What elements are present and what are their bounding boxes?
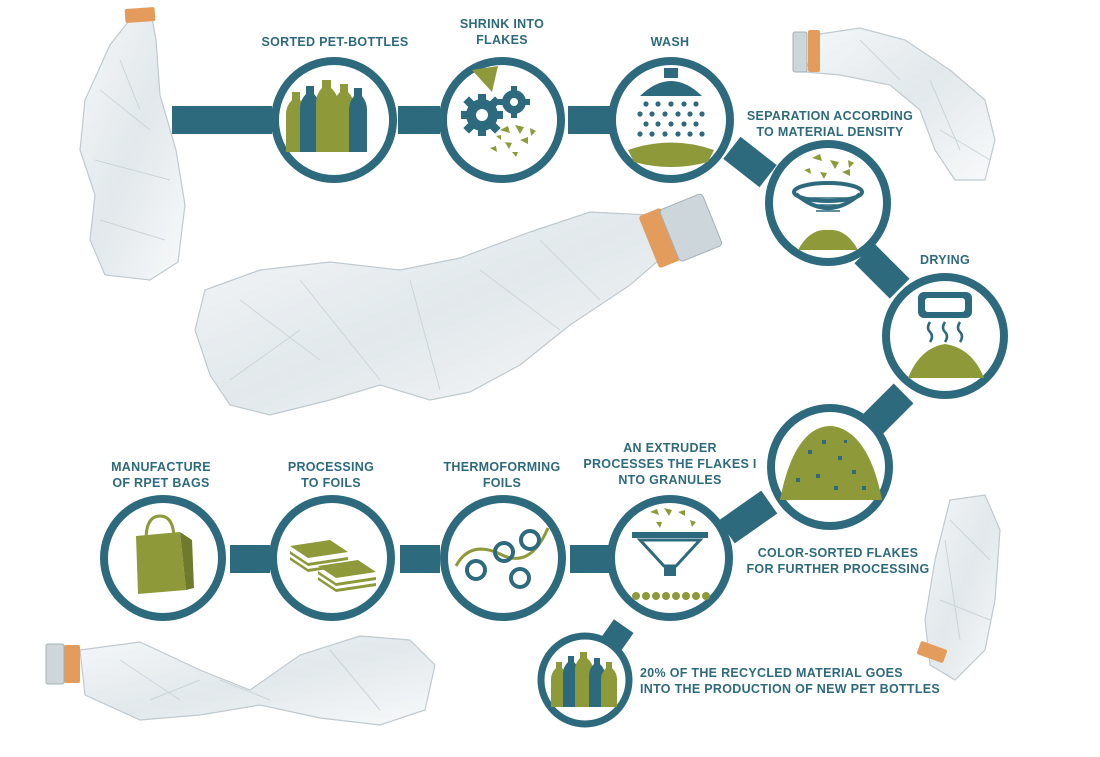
step-label-shrink: SHRINK INTO FLAKES — [432, 16, 572, 48]
step-label-drying: DRYING — [905, 252, 985, 268]
label-line: SEPARATION ACCORDING — [746, 109, 914, 123]
dryer-icon — [908, 292, 984, 378]
connector — [400, 545, 440, 573]
connector — [172, 106, 272, 134]
label-line: INTO THE PRODUCTION OF NEW PET BOTTLES — [640, 682, 941, 696]
connector — [862, 383, 914, 435]
crushed-bottle-icon — [45, 635, 436, 726]
step-label-foils: PROCESSING TO FOILS — [266, 459, 396, 491]
connector — [230, 545, 270, 573]
label-line: SHRINK INTO — [459, 17, 545, 31]
label-line: FOILS — [482, 476, 522, 490]
flake-pile-icon — [780, 426, 882, 500]
step-label-newbottles: 20% OF THE RECYCLED MATERIAL GOES INTO T… — [640, 665, 940, 697]
shopping-bag-icon — [136, 514, 194, 594]
connector — [723, 136, 777, 188]
label-line: FOR FURTHER PROCESSING — [746, 562, 930, 576]
step-label-sorted: SORTED PET-BOTTLES — [250, 34, 420, 50]
label-line: TO MATERIAL DENSITY — [756, 125, 904, 139]
rollers-icon — [454, 527, 550, 589]
step-label-thermo: THERMOFORMING FOILS — [432, 459, 572, 491]
connector — [718, 490, 778, 544]
shower-icon — [628, 68, 714, 167]
step-label-bags: MANUFACTURE OF RPET BAGS — [96, 459, 226, 491]
connector — [398, 106, 440, 134]
label-line: PROCESSES THE FLAKES I — [583, 457, 757, 471]
label-line: THERMOFORMING — [443, 460, 561, 474]
crushed-bottle-icon — [917, 494, 1001, 681]
connector — [570, 545, 612, 573]
label-line: NTO GRANULES — [618, 473, 722, 487]
label-line: PROCESSING — [287, 460, 375, 474]
step-label-extruder: AN EXTRUDER PROCESSES THE FLAKES I NTO G… — [575, 440, 765, 488]
label-line: COLOR-SORTED FLAKES — [757, 546, 919, 560]
label-line: TO FOILS — [301, 476, 361, 490]
label-line: 20% OF THE RECYCLED MATERIAL GOES — [640, 666, 903, 680]
step-circle-thermo — [440, 495, 566, 621]
foil-stack-icon — [290, 540, 376, 592]
crushed-bottle-icon — [194, 193, 723, 416]
label-line: FLAKES — [476, 33, 528, 47]
flow-connectors — [172, 106, 914, 661]
connector — [854, 243, 910, 299]
label-line: OF RPET BAGS — [112, 476, 210, 490]
bottles-icon — [286, 80, 367, 152]
label-line: DRYING — [920, 253, 970, 267]
label-line: MANUFACTURE — [111, 460, 211, 474]
sieve-icon — [792, 154, 864, 250]
gears-icon — [461, 66, 536, 157]
crushed-bottle-icon — [79, 7, 186, 281]
crushed-bottle-icon — [792, 27, 996, 181]
label-line: AN EXTRUDER — [623, 441, 717, 455]
step-circle-extruder — [607, 495, 733, 621]
step-circle-shrink — [439, 57, 565, 183]
label-line: SORTED PET-BOTTLES — [261, 35, 409, 49]
step-label-wash: WASH — [620, 34, 720, 50]
connector — [568, 106, 610, 134]
step-label-colorsorted: COLOR-SORTED FLAKES FOR FURTHER PROCESSI… — [740, 545, 936, 577]
label-line: WASH — [650, 35, 690, 49]
bottles-icon — [551, 652, 617, 707]
funnel-icon — [632, 508, 710, 600]
step-label-separation: SEPARATION ACCORDING TO MATERIAL DENSITY — [740, 108, 920, 140]
